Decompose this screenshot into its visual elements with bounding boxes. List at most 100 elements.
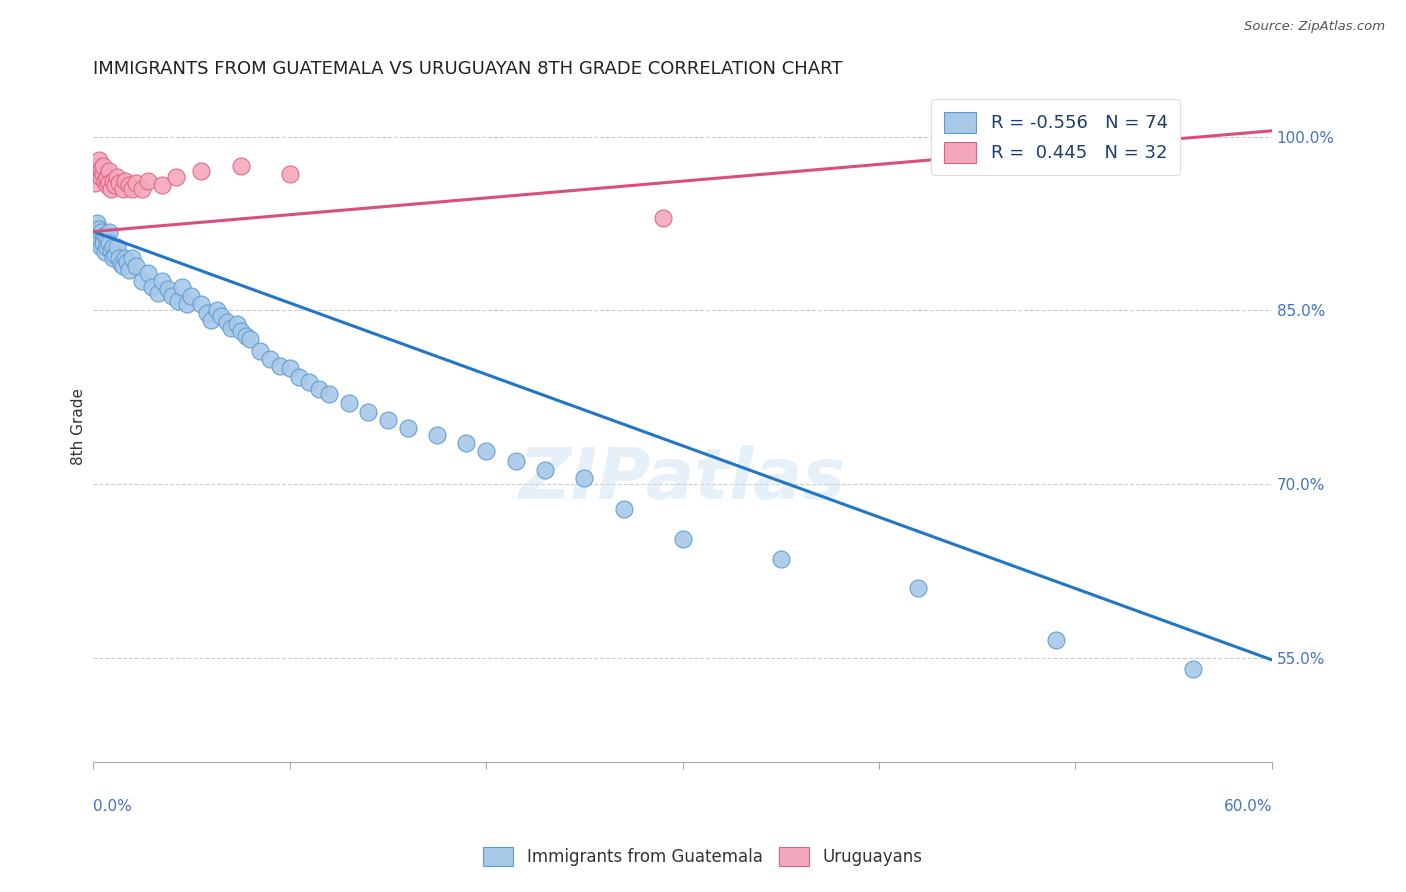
Point — [105, 239, 128, 253]
Point — [96, 170, 118, 185]
Point — [90, 161, 112, 176]
Point — [534, 463, 557, 477]
Point — [91, 236, 114, 251]
Point — [131, 182, 153, 196]
Text: IMMIGRANTS FROM GUATEMALA VS URUGUAYAN 8TH GRADE CORRELATION CHART: IMMIGRANTS FROM GUATEMALA VS URUGUAYAN 8… — [93, 60, 842, 78]
Point — [166, 293, 188, 308]
Point — [235, 328, 257, 343]
Point — [160, 289, 183, 303]
Point — [87, 153, 110, 167]
Point — [96, 178, 118, 193]
Point — [156, 282, 179, 296]
Point — [87, 164, 110, 178]
Point — [94, 245, 117, 260]
Point — [239, 332, 262, 346]
Point — [136, 173, 159, 187]
Point — [125, 259, 148, 273]
Point — [165, 170, 187, 185]
Point — [100, 182, 122, 196]
Point — [121, 251, 143, 265]
Point — [769, 552, 792, 566]
Text: Source: ZipAtlas.com: Source: ZipAtlas.com — [1244, 20, 1385, 33]
Point — [318, 386, 340, 401]
Point — [90, 239, 112, 253]
Point — [97, 176, 120, 190]
Point — [90, 170, 112, 185]
Point — [205, 303, 228, 318]
Point — [269, 359, 291, 373]
Point — [209, 309, 232, 323]
Point — [357, 405, 380, 419]
Legend: R = -0.556   N = 74, R =  0.445   N = 32: R = -0.556 N = 74, R = 0.445 N = 32 — [931, 99, 1181, 176]
Text: ZIPatlas: ZIPatlas — [519, 445, 846, 515]
Point — [104, 248, 127, 262]
Point — [195, 305, 218, 319]
Point — [426, 428, 449, 442]
Point — [298, 375, 321, 389]
Point — [396, 421, 419, 435]
Point — [94, 227, 117, 242]
Point — [141, 280, 163, 294]
Point — [91, 167, 114, 181]
Point — [105, 170, 128, 185]
Point — [117, 262, 139, 277]
Point — [84, 176, 107, 190]
Point — [114, 251, 136, 265]
Point — [146, 285, 169, 300]
Point — [86, 216, 108, 230]
Point — [96, 239, 118, 253]
Point — [114, 173, 136, 187]
Point — [111, 259, 134, 273]
Point — [97, 236, 120, 251]
Point — [308, 382, 330, 396]
Point — [101, 173, 124, 187]
Point — [278, 167, 301, 181]
Point — [87, 222, 110, 236]
Point — [249, 343, 271, 358]
Point — [101, 239, 124, 253]
Point — [200, 312, 222, 326]
Point — [111, 182, 134, 196]
Point — [97, 164, 120, 178]
Point — [278, 361, 301, 376]
Point — [456, 436, 478, 450]
Point — [215, 315, 238, 329]
Point — [107, 176, 129, 190]
Point — [86, 167, 108, 181]
Point — [84, 222, 107, 236]
Point — [150, 274, 173, 288]
Point — [651, 211, 673, 225]
Point — [574, 471, 596, 485]
Point — [288, 370, 311, 384]
Point — [505, 454, 527, 468]
Point — [176, 297, 198, 311]
Point — [91, 159, 114, 173]
Point — [219, 320, 242, 334]
Point — [671, 533, 693, 547]
Point — [1182, 662, 1205, 676]
Point — [180, 289, 202, 303]
Y-axis label: 8th Grade: 8th Grade — [72, 387, 86, 465]
Point — [150, 178, 173, 193]
Legend: Immigrants from Guatemala, Uruguayans: Immigrants from Guatemala, Uruguayans — [475, 838, 931, 875]
Point — [91, 231, 114, 245]
Point — [229, 159, 252, 173]
Point — [613, 502, 636, 516]
Point — [131, 274, 153, 288]
Point — [1045, 633, 1067, 648]
Point — [101, 251, 124, 265]
Text: 60.0%: 60.0% — [1223, 798, 1272, 814]
Point — [170, 280, 193, 294]
Point — [475, 444, 498, 458]
Point — [377, 413, 399, 427]
Point — [121, 182, 143, 196]
Point — [115, 254, 138, 268]
Point — [107, 251, 129, 265]
Point — [104, 178, 127, 193]
Text: 0.0%: 0.0% — [93, 798, 132, 814]
Point — [190, 297, 212, 311]
Point — [90, 225, 112, 239]
Point — [907, 581, 929, 595]
Point — [125, 176, 148, 190]
Point — [100, 243, 122, 257]
